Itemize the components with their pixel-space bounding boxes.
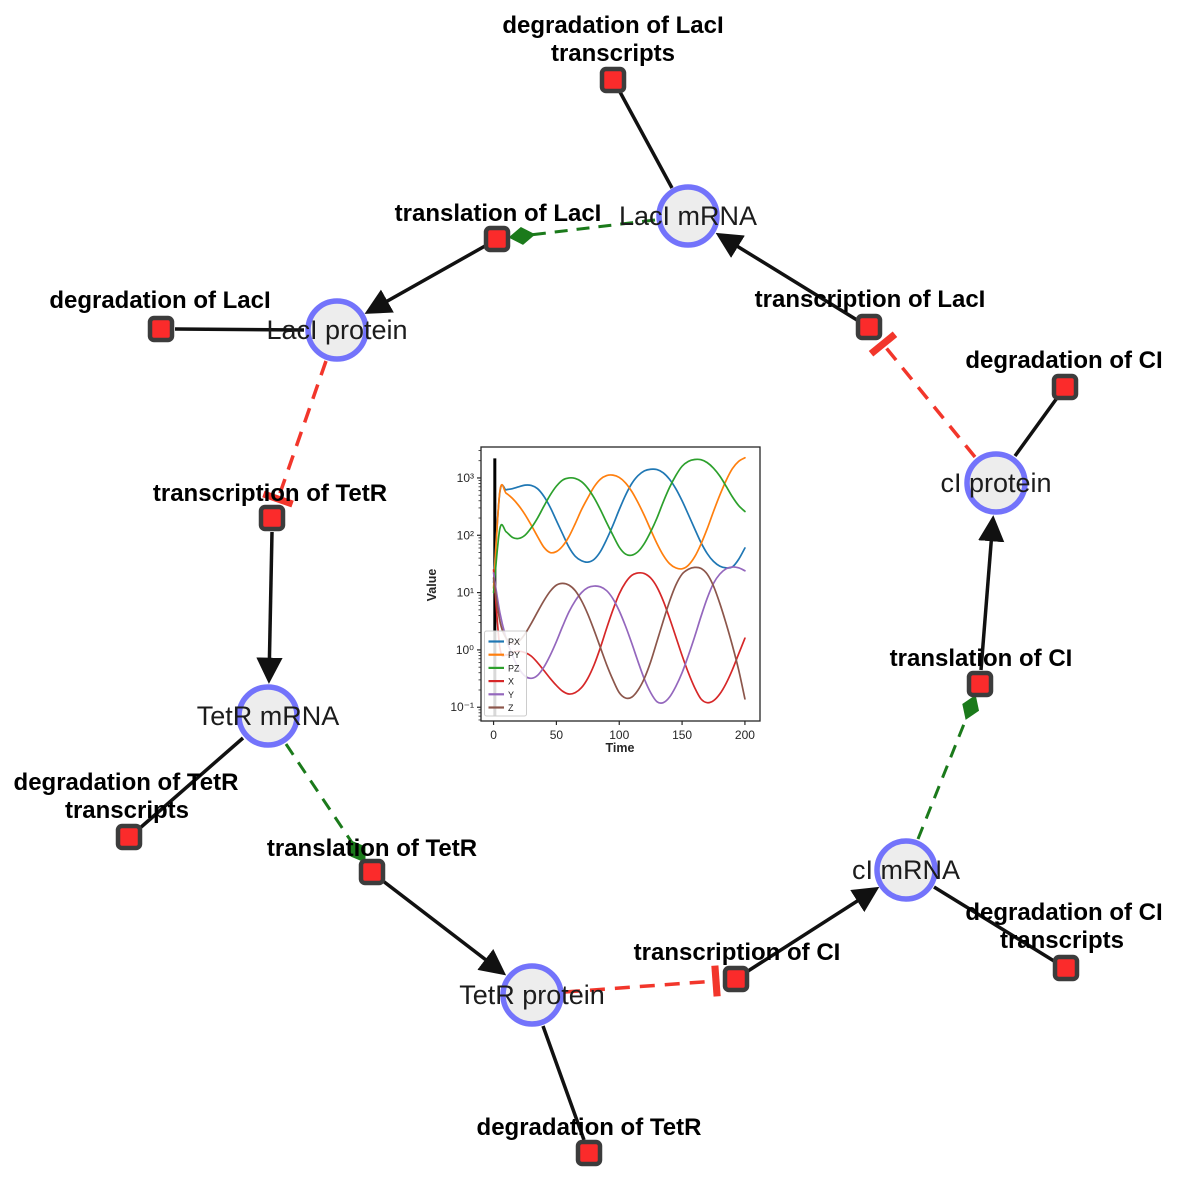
- reaction-node-transcription-tetr[interactable]: [258, 504, 286, 532]
- reaction-node-translation-laci[interactable]: [483, 225, 511, 253]
- label-transcription-laci: transcription of LacI: [755, 286, 986, 313]
- label-translation-ci: translation of CI: [890, 645, 1073, 672]
- reaction-node-transcription-ci[interactable]: [722, 965, 750, 993]
- series-curve-py: [492, 456, 746, 589]
- reaction-node-transcription-laci[interactable]: [855, 313, 883, 341]
- tetr-mrna-circle[interactable]: [236, 684, 300, 748]
- legend-label-px: PX: [508, 637, 520, 647]
- edge-ci-mrna-to-translation-ci: [916, 694, 980, 840]
- laci-mrna-label: LacI mRNA: [619, 201, 757, 231]
- edge-transcription-laci-to-laci-mrna: [715, 232, 858, 322]
- label-degradation-tetr: degradation of TetR: [477, 1114, 702, 1141]
- y-tick-label: 10³: [457, 471, 474, 485]
- legend-label-py: PY: [508, 650, 520, 660]
- legend-label-x: X: [508, 677, 514, 687]
- y-tick-label: 10¹: [457, 586, 474, 600]
- laci-protein-circle[interactable]: [305, 298, 369, 362]
- inset-simulation-chart: 0 50 100 150 200 10³ 10² 10¹ 10⁰ 10⁻¹ PX PY PZ XYZ T…: [425, 446, 761, 755]
- reaction-labels: degradation of LacI transcripts translat…: [14, 12, 1163, 1141]
- chart-x-axis-label: Time: [606, 741, 635, 755]
- series-curve-pz: [492, 458, 746, 594]
- x-tick-label: 50: [550, 728, 564, 742]
- label-transcription-tetr: transcription of TetR: [153, 480, 387, 507]
- tetr-protein-label: TetR protein: [459, 980, 605, 1010]
- label-transcription-ci: transcription of CI: [634, 939, 841, 966]
- series-curve-x: [492, 568, 746, 704]
- tetr-protein-circle[interactable]: [500, 963, 564, 1027]
- edge-transcription-ci-to-ci-mrna: [747, 886, 880, 973]
- x-tick-label: 150: [672, 728, 692, 742]
- label-degradation-tetr-transcripts-2: transcripts: [65, 797, 189, 824]
- edges: [138, 91, 1059, 1141]
- label-degradation-laci: degradation of LacI: [49, 287, 270, 314]
- edge-translation-tetr-to-tetr-protein: [381, 879, 507, 976]
- ci-mrna-label: cI mRNA: [852, 855, 960, 885]
- label-translation-tetr: translation of TetR: [267, 835, 477, 862]
- reaction-node-degradation-ci-transcripts[interactable]: [1052, 954, 1080, 982]
- label-degradation-ci: degradation of CI: [965, 347, 1162, 374]
- chart-curves: [492, 456, 746, 717]
- label-degradation-ci-transcripts-1: degradation of CI: [965, 899, 1162, 926]
- legend-label-pz: PZ: [508, 663, 520, 673]
- label-translation-laci: translation of LacI: [395, 200, 602, 227]
- tetr-mrna-label: TetR mRNA: [197, 701, 340, 731]
- reaction-node-degradation-laci-transcripts[interactable]: [599, 66, 627, 94]
- ci-protein-circle[interactable]: [964, 451, 1028, 515]
- species-node-ci-protein[interactable]: cI protein: [940, 451, 1052, 515]
- legend-label-z: Z: [508, 703, 514, 713]
- species-node-tetr-mrna[interactable]: TetR mRNA: [197, 684, 340, 748]
- edge-ci-protein-to-degradation-ci: [1013, 396, 1059, 458]
- edge-ci-protein-inhibits-transcription-laci: [868, 331, 977, 459]
- legend-box: [484, 630, 527, 717]
- reaction-nodes: [115, 66, 1080, 1167]
- edge-translation-ci-to-ci-protein: [978, 515, 1005, 671]
- reaction-node-degradation-laci[interactable]: [147, 315, 175, 343]
- label-degradation-laci-transcripts-2: transcripts: [551, 40, 675, 67]
- y-tick-label: 10²: [457, 528, 474, 542]
- edge-laci-mrna-to-degradation-laci-transcripts: [618, 91, 674, 189]
- reaction-node-translation-tetr[interactable]: [358, 858, 386, 886]
- chart-legend: PX PY PZ XYZ: [484, 630, 527, 717]
- laci-mrna-circle[interactable]: [656, 184, 720, 248]
- x-tick-label: 100: [609, 728, 629, 742]
- edge-transcription-tetr-to-tetr-mrna: [256, 531, 283, 684]
- species-node-laci-mrna[interactable]: LacI mRNA: [619, 184, 757, 248]
- species-node-ci-mrna[interactable]: cI mRNA: [852, 838, 960, 902]
- edge-laci-mrna-to-translation-laci: [508, 218, 656, 245]
- species-node-laci-protein[interactable]: LacI protein: [266, 298, 408, 362]
- label-degradation-laci-transcripts-1: degradation of LacI: [502, 12, 723, 39]
- y-tick-label: 10⁰: [456, 643, 474, 657]
- edge-tetr-mrna-to-degradation-tetr-transcripts: [138, 736, 245, 830]
- reaction-node-degradation-tetr[interactable]: [575, 1139, 603, 1167]
- reaction-node-degradation-ci[interactable]: [1051, 373, 1079, 401]
- x-tick-label: 0: [490, 728, 497, 742]
- chart-axes-ticks: 0 50 100 150 200 10³ 10² 10¹ 10⁰ 10⁻¹: [450, 450, 755, 742]
- label-degradation-tetr-transcripts-1: degradation of TetR: [14, 769, 239, 796]
- chart-y-axis-label: Value: [425, 569, 439, 602]
- reaction-node-degradation-tetr-transcripts[interactable]: [115, 823, 143, 851]
- edge-translation-laci-to-laci-protein: [364, 244, 486, 314]
- edge-ci-mrna-to-degradation-ci-transcripts: [933, 885, 1055, 963]
- edge-laci-protein-to-degradation-laci: [174, 327, 305, 332]
- label-degradation-ci-transcripts-2: transcripts: [1000, 927, 1124, 954]
- species-nodes: LacI mRNA LacI protein TetR mRNA TetR pr…: [197, 184, 1052, 1027]
- legend-label-y: Y: [508, 690, 514, 700]
- ci-protein-label: cI protein: [940, 468, 1051, 498]
- laci-protein-label: LacI protein: [266, 315, 407, 345]
- series-curve-px: [492, 468, 746, 584]
- edge-tetr-protein-inhibits-transcription-ci: [564, 965, 721, 997]
- edge-laci-protein-inhibits-transcription-tetr: [262, 360, 328, 508]
- edge-tetr-mrna-to-translation-tetr: [284, 743, 366, 863]
- x-tick-label: 200: [735, 728, 755, 742]
- reaction-node-translation-ci[interactable]: [966, 670, 994, 698]
- species-node-tetr-protein[interactable]: TetR protein: [459, 963, 605, 1027]
- edge-tetr-protein-to-degradation-tetr: [541, 1025, 586, 1141]
- ci-mrna-circle[interactable]: [874, 838, 938, 902]
- series-curve-z: [492, 566, 746, 700]
- y-tick-label: 10⁻¹: [450, 700, 474, 714]
- series-curve-y: [492, 566, 746, 705]
